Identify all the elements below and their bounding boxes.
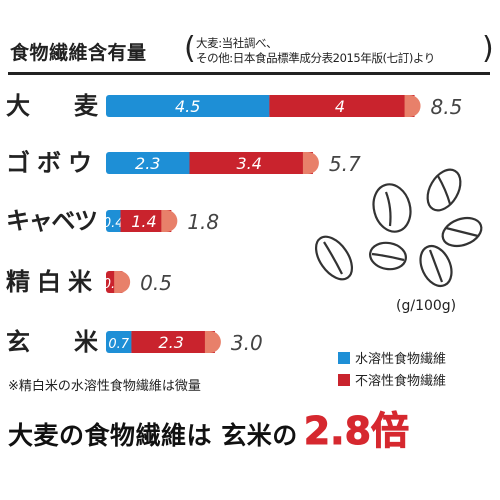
source-paren-open: ( — [184, 31, 196, 66]
category-label: 大 麦 — [6, 92, 99, 120]
footnote: ※精白米の水溶性食物繊維は微量 — [8, 379, 201, 394]
unit-label: (g/100g) — [396, 298, 457, 314]
bar-insoluble — [131, 331, 215, 353]
source-line-2: その他:日本食品標準成分表2015年版(七訂)より — [196, 51, 435, 65]
legend-label-insoluble: 不溶性食物繊維 — [355, 374, 447, 389]
bar-insoluble — [120, 210, 172, 232]
category-label: ゴボウ — [6, 149, 92, 177]
value-label-soluble: 0.4 — [103, 216, 124, 231]
headline-text: 大麦の食物繊維は 玄米の — [8, 421, 298, 450]
value-label-insoluble: 3.4 — [236, 154, 261, 173]
value-label-soluble: 2.3 — [135, 154, 160, 173]
value-label-soluble: 4.5 — [175, 97, 200, 116]
bar-soluble-body — [109, 95, 270, 117]
title-underline — [8, 72, 490, 75]
bar-end-cap — [204, 331, 221, 353]
legend-swatch-soluble — [338, 351, 350, 364]
barley-grain-illustration — [314, 168, 483, 288]
source-line-1: 大麦:当社調べ、 — [196, 36, 278, 50]
legend-item-soluble: 水溶性食物繊維 — [338, 348, 446, 367]
bar-soluble-body — [109, 210, 121, 232]
bar-end-cap — [302, 152, 319, 174]
bar-end-cap — [114, 271, 131, 293]
source-paren-close: ) — [482, 31, 494, 66]
total-label: 3.0 — [231, 331, 263, 355]
value-label-soluble: 0.7 — [108, 337, 129, 352]
category-label: 精白米 — [6, 268, 92, 296]
total-label: 1.8 — [187, 210, 219, 234]
category-label: キャベツ — [6, 207, 98, 235]
category-label: 玄 米 — [6, 328, 98, 356]
bar-insoluble — [269, 95, 415, 117]
bar-end-cap — [404, 95, 421, 117]
bar-insoluble — [189, 152, 313, 174]
value-label-insoluble: 2.3 — [158, 333, 183, 352]
value-label-insoluble: 1.4 — [131, 212, 156, 231]
total-label: 8.5 — [431, 95, 463, 119]
total-label: 5.7 — [329, 152, 361, 176]
source-note: ( 大麦:当社調べ、 その他:日本食品標準成分表2015年版(七訂)より ) — [184, 32, 496, 66]
bar-soluble-body — [109, 152, 190, 174]
headline-value: 2.8倍 — [303, 409, 410, 454]
legend-swatch-insoluble — [338, 373, 350, 386]
headline: 大麦の食物繊維は 玄米の 2.8倍 — [8, 400, 494, 455]
bar-end-cap — [161, 210, 178, 232]
legend-item-insoluble: 不溶性食物繊維 — [338, 370, 446, 389]
bar-soluble-body — [109, 331, 132, 353]
fiber-bar-chart: 大 麦 4.5 4 8.5 ゴボウ 2.3 3.4 5.7 キャベツ 0.4 1.4 1.8 精白米 0.… — [6, 92, 463, 356]
total-label: 0.5 — [140, 271, 172, 295]
chart-title: 食物繊維含有量 — [10, 42, 147, 64]
value-label-insoluble: 4 — [335, 97, 345, 116]
legend-label-soluble: 水溶性食物繊維 — [355, 352, 447, 367]
